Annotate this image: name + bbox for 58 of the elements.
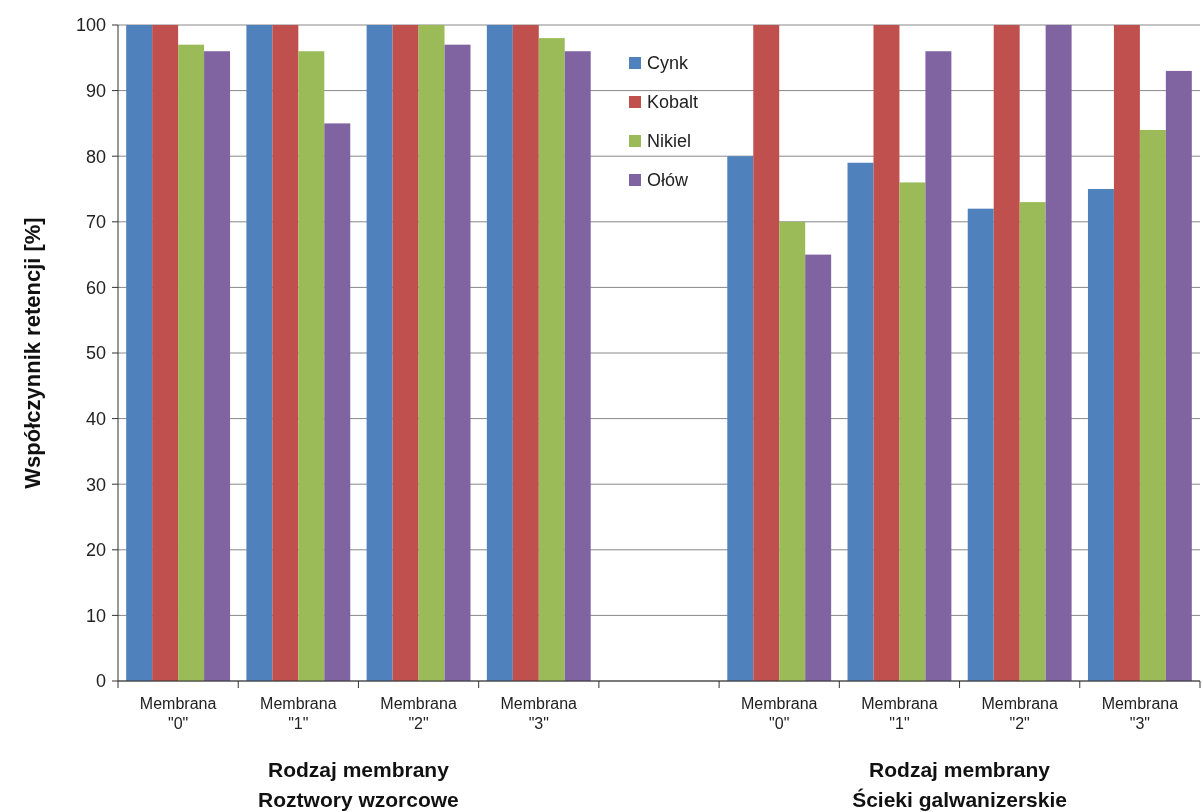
bar bbox=[178, 44, 205, 681]
bar bbox=[126, 25, 153, 681]
bar bbox=[967, 208, 994, 681]
legend-label: Cynk bbox=[647, 53, 690, 74]
bar bbox=[486, 25, 513, 681]
y-tick-label: 90 bbox=[85, 80, 106, 101]
bar bbox=[1139, 129, 1166, 681]
x-tick-label: Membrana "3" bbox=[500, 695, 578, 732]
bar bbox=[392, 25, 419, 681]
bar bbox=[805, 254, 832, 681]
y-tick-label: 70 bbox=[85, 212, 106, 233]
x-tick-label: Membrana "1" bbox=[861, 695, 938, 732]
bar bbox=[324, 123, 351, 681]
bar bbox=[564, 51, 591, 681]
y-tick-label: 10 bbox=[85, 605, 106, 626]
bar bbox=[272, 25, 299, 681]
bar bbox=[444, 44, 471, 681]
bar bbox=[753, 25, 780, 681]
bar bbox=[925, 51, 952, 681]
y-tick-label: 50 bbox=[85, 343, 106, 364]
bar bbox=[779, 221, 806, 681]
bar bbox=[152, 25, 179, 681]
y-tick-label: 100 bbox=[75, 15, 106, 36]
y-tick-label: 40 bbox=[85, 408, 106, 429]
text: Rodzaj membrany Ścieki galwanizerskie bbox=[852, 758, 1067, 811]
bar bbox=[1113, 25, 1140, 681]
bar bbox=[1165, 70, 1192, 681]
bar bbox=[993, 25, 1020, 681]
x-tick-label: Membrana "2" bbox=[981, 695, 1058, 732]
bar bbox=[298, 51, 325, 681]
y-tick-label: 60 bbox=[85, 277, 106, 298]
x-tick-label: Membrana "2" bbox=[380, 695, 457, 732]
legend-label: Nikiel bbox=[647, 131, 692, 152]
y-tick-label: 30 bbox=[85, 474, 106, 495]
bar bbox=[1087, 189, 1114, 681]
legend-label: Ołów bbox=[647, 170, 690, 191]
bar bbox=[418, 25, 445, 681]
bar bbox=[727, 156, 754, 681]
y-axis-title: Współczynnik retencji [%] bbox=[20, 217, 45, 489]
y-tick-label: 0 bbox=[95, 671, 106, 692]
bar bbox=[366, 25, 393, 681]
bar bbox=[1019, 202, 1046, 681]
bar bbox=[512, 25, 539, 681]
bar bbox=[1045, 25, 1072, 681]
x-tick-label: Membrana "3" bbox=[1101, 695, 1179, 732]
x-tick-label: Membrana "0" bbox=[139, 695, 217, 732]
bar bbox=[538, 38, 565, 681]
bar bbox=[847, 162, 874, 681]
bar bbox=[873, 25, 900, 681]
bar bbox=[204, 51, 231, 681]
bar bbox=[899, 182, 926, 681]
x-tick-label: Membrana "1" bbox=[260, 695, 337, 732]
text: Rodzaj membrany Roztwory wzorcowe bbox=[258, 758, 459, 811]
y-tick-label: 80 bbox=[85, 146, 106, 167]
bar bbox=[246, 25, 273, 681]
y-tick-label: 20 bbox=[85, 540, 106, 561]
x-tick-label: Membrana "0" bbox=[740, 695, 818, 732]
legend-label: Kobalt bbox=[647, 92, 699, 113]
